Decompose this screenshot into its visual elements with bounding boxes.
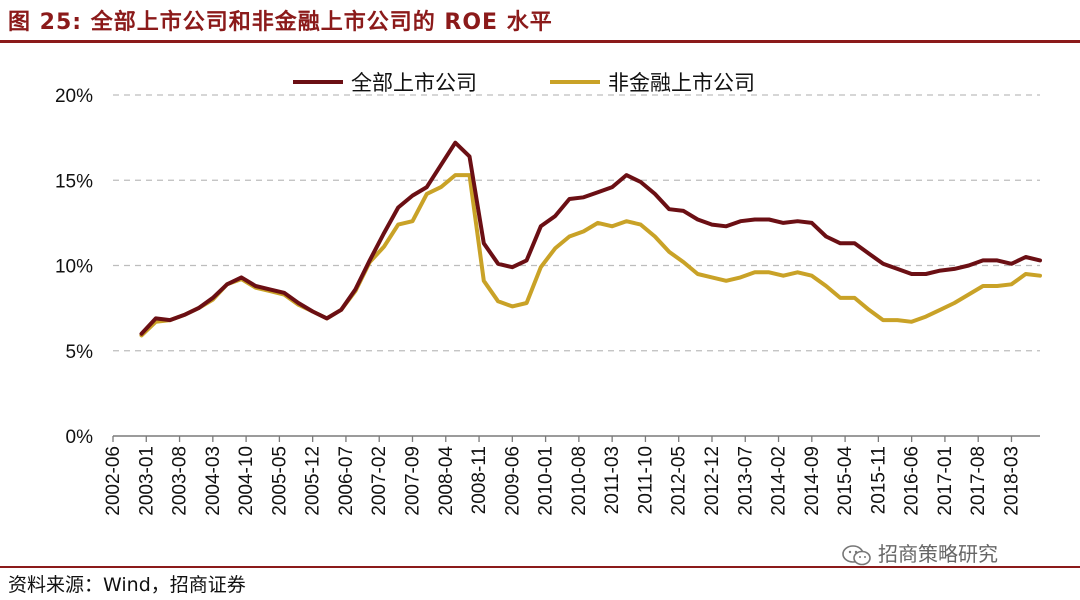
x-tick-label: 2009-06 (502, 446, 523, 516)
x-tick-label: 2017-01 (935, 446, 956, 516)
source-note: 资料来源：Wind，招商证券 (8, 574, 246, 596)
x-tick-label: 2011-03 (602, 446, 623, 514)
x-tick-label: 2014-02 (769, 446, 790, 516)
x-tick-label: 2003-08 (170, 446, 191, 516)
x-tick-label: 2005-12 (303, 446, 324, 516)
x-tick-label: 2013-07 (735, 446, 756, 516)
x-tick-label: 2004-10 (236, 446, 257, 516)
y-axis: 0% 5% 10% 15% 20% (55, 86, 93, 448)
grid-lines (113, 94, 1040, 352)
x-tick-label: 2015-04 (835, 446, 856, 516)
x-tick-label: 2012-05 (669, 446, 690, 516)
footer-divider (0, 566, 1080, 568)
series-line-0 (139, 140, 1042, 336)
y-tick-label: 5% (66, 342, 94, 363)
x-tick-label: 2017-08 (968, 446, 989, 516)
title-divider (0, 40, 1080, 43)
watermark: 招商策略研究 (842, 538, 998, 567)
x-tick-label: 2016-06 (902, 446, 923, 516)
x-tick-label: 2010-01 (536, 446, 557, 516)
x-tick-label: 2014-09 (802, 446, 823, 516)
x-tick-label: 2010-08 (569, 446, 590, 516)
x-tick-label: 2012-12 (702, 446, 723, 516)
x-tick-label: 2002-06 (103, 446, 124, 516)
x-tick-label: 2007-02 (369, 446, 390, 516)
watermark-text: 招商策略研究 (878, 542, 998, 566)
x-tick-label: 2008-04 (436, 446, 457, 516)
legend-label: 全部上市公司 (351, 71, 477, 95)
wechat-icon (842, 544, 872, 567)
x-tick-label: 2006-07 (336, 446, 357, 516)
x-tick-label: 2007-09 (402, 446, 423, 516)
x-tick-label: 2008-11 (469, 446, 490, 514)
legend: 全部上市公司 非金融上市公司 (293, 71, 755, 95)
x-tick-label: 2004-03 (203, 446, 224, 516)
y-tick-label: 20% (55, 86, 93, 107)
x-tick-label: 2015-11 (868, 446, 889, 514)
x-tick-label: 2003-01 (136, 446, 157, 516)
x-tick-label: 2018-03 (1001, 446, 1022, 516)
y-tick-label: 0% (66, 427, 94, 448)
x-tick-label: 2011-10 (635, 446, 656, 514)
y-tick-label: 15% (55, 171, 93, 192)
roe-line-chart: 0% 5% 10% 15% 20% 2002-06 2003-01 2003-08 2004-… (55, 71, 1042, 516)
x-tick-label: 2005-05 (269, 446, 290, 516)
y-tick-label: 10% (55, 257, 93, 278)
figure-title: 图 25: 全部上市公司和非金融上市公司的 ROE 水平 (8, 10, 553, 35)
x-axis: 2002-06 2003-01 2003-08 2004-03 2004-10 2005-… (103, 435, 1040, 516)
legend-label: 非金融上市公司 (608, 71, 755, 95)
series-line-1 (139, 173, 1042, 338)
series-layer (139, 140, 1042, 338)
